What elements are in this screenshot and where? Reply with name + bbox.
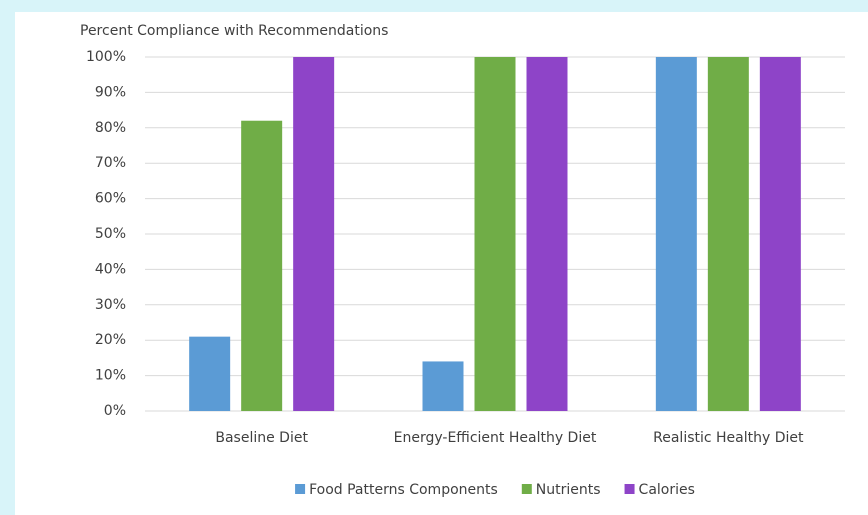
bar xyxy=(293,57,335,411)
bar xyxy=(422,361,464,411)
bar xyxy=(241,120,283,411)
legend-swatch xyxy=(624,484,635,494)
bar xyxy=(707,57,749,411)
chart-title: Percent Compliance with Recommendations xyxy=(80,23,388,39)
y-tick-label: 80% xyxy=(95,120,126,136)
x-tick-label: Realistic Healthy Diet xyxy=(653,430,804,446)
y-tick-label: 90% xyxy=(95,84,126,100)
bar xyxy=(655,57,697,411)
y-tick-label: 40% xyxy=(95,261,126,277)
y-tick-label: 100% xyxy=(86,49,126,65)
x-tick-label: Energy-Efficient Healthy Diet xyxy=(394,430,597,446)
legend-label: Nutrients xyxy=(536,482,601,498)
x-tick-label: Baseline Diet xyxy=(215,430,308,446)
bar xyxy=(759,57,801,411)
legend-swatch xyxy=(521,484,532,494)
bar xyxy=(474,57,516,411)
y-tick-label: 20% xyxy=(95,332,126,348)
y-tick-label: 10% xyxy=(95,368,126,384)
y-tick-label: 30% xyxy=(95,297,126,313)
bar xyxy=(526,57,568,411)
y-tick-label: 0% xyxy=(104,403,126,419)
legend-label: Food Patterns Components xyxy=(309,482,498,498)
legend-label: Calories xyxy=(639,482,695,498)
y-tick-label: 60% xyxy=(95,191,126,207)
bar xyxy=(189,336,231,411)
y-tick-label: 70% xyxy=(95,155,126,171)
legend-swatch xyxy=(295,484,306,494)
y-tick-label: 50% xyxy=(95,226,126,242)
